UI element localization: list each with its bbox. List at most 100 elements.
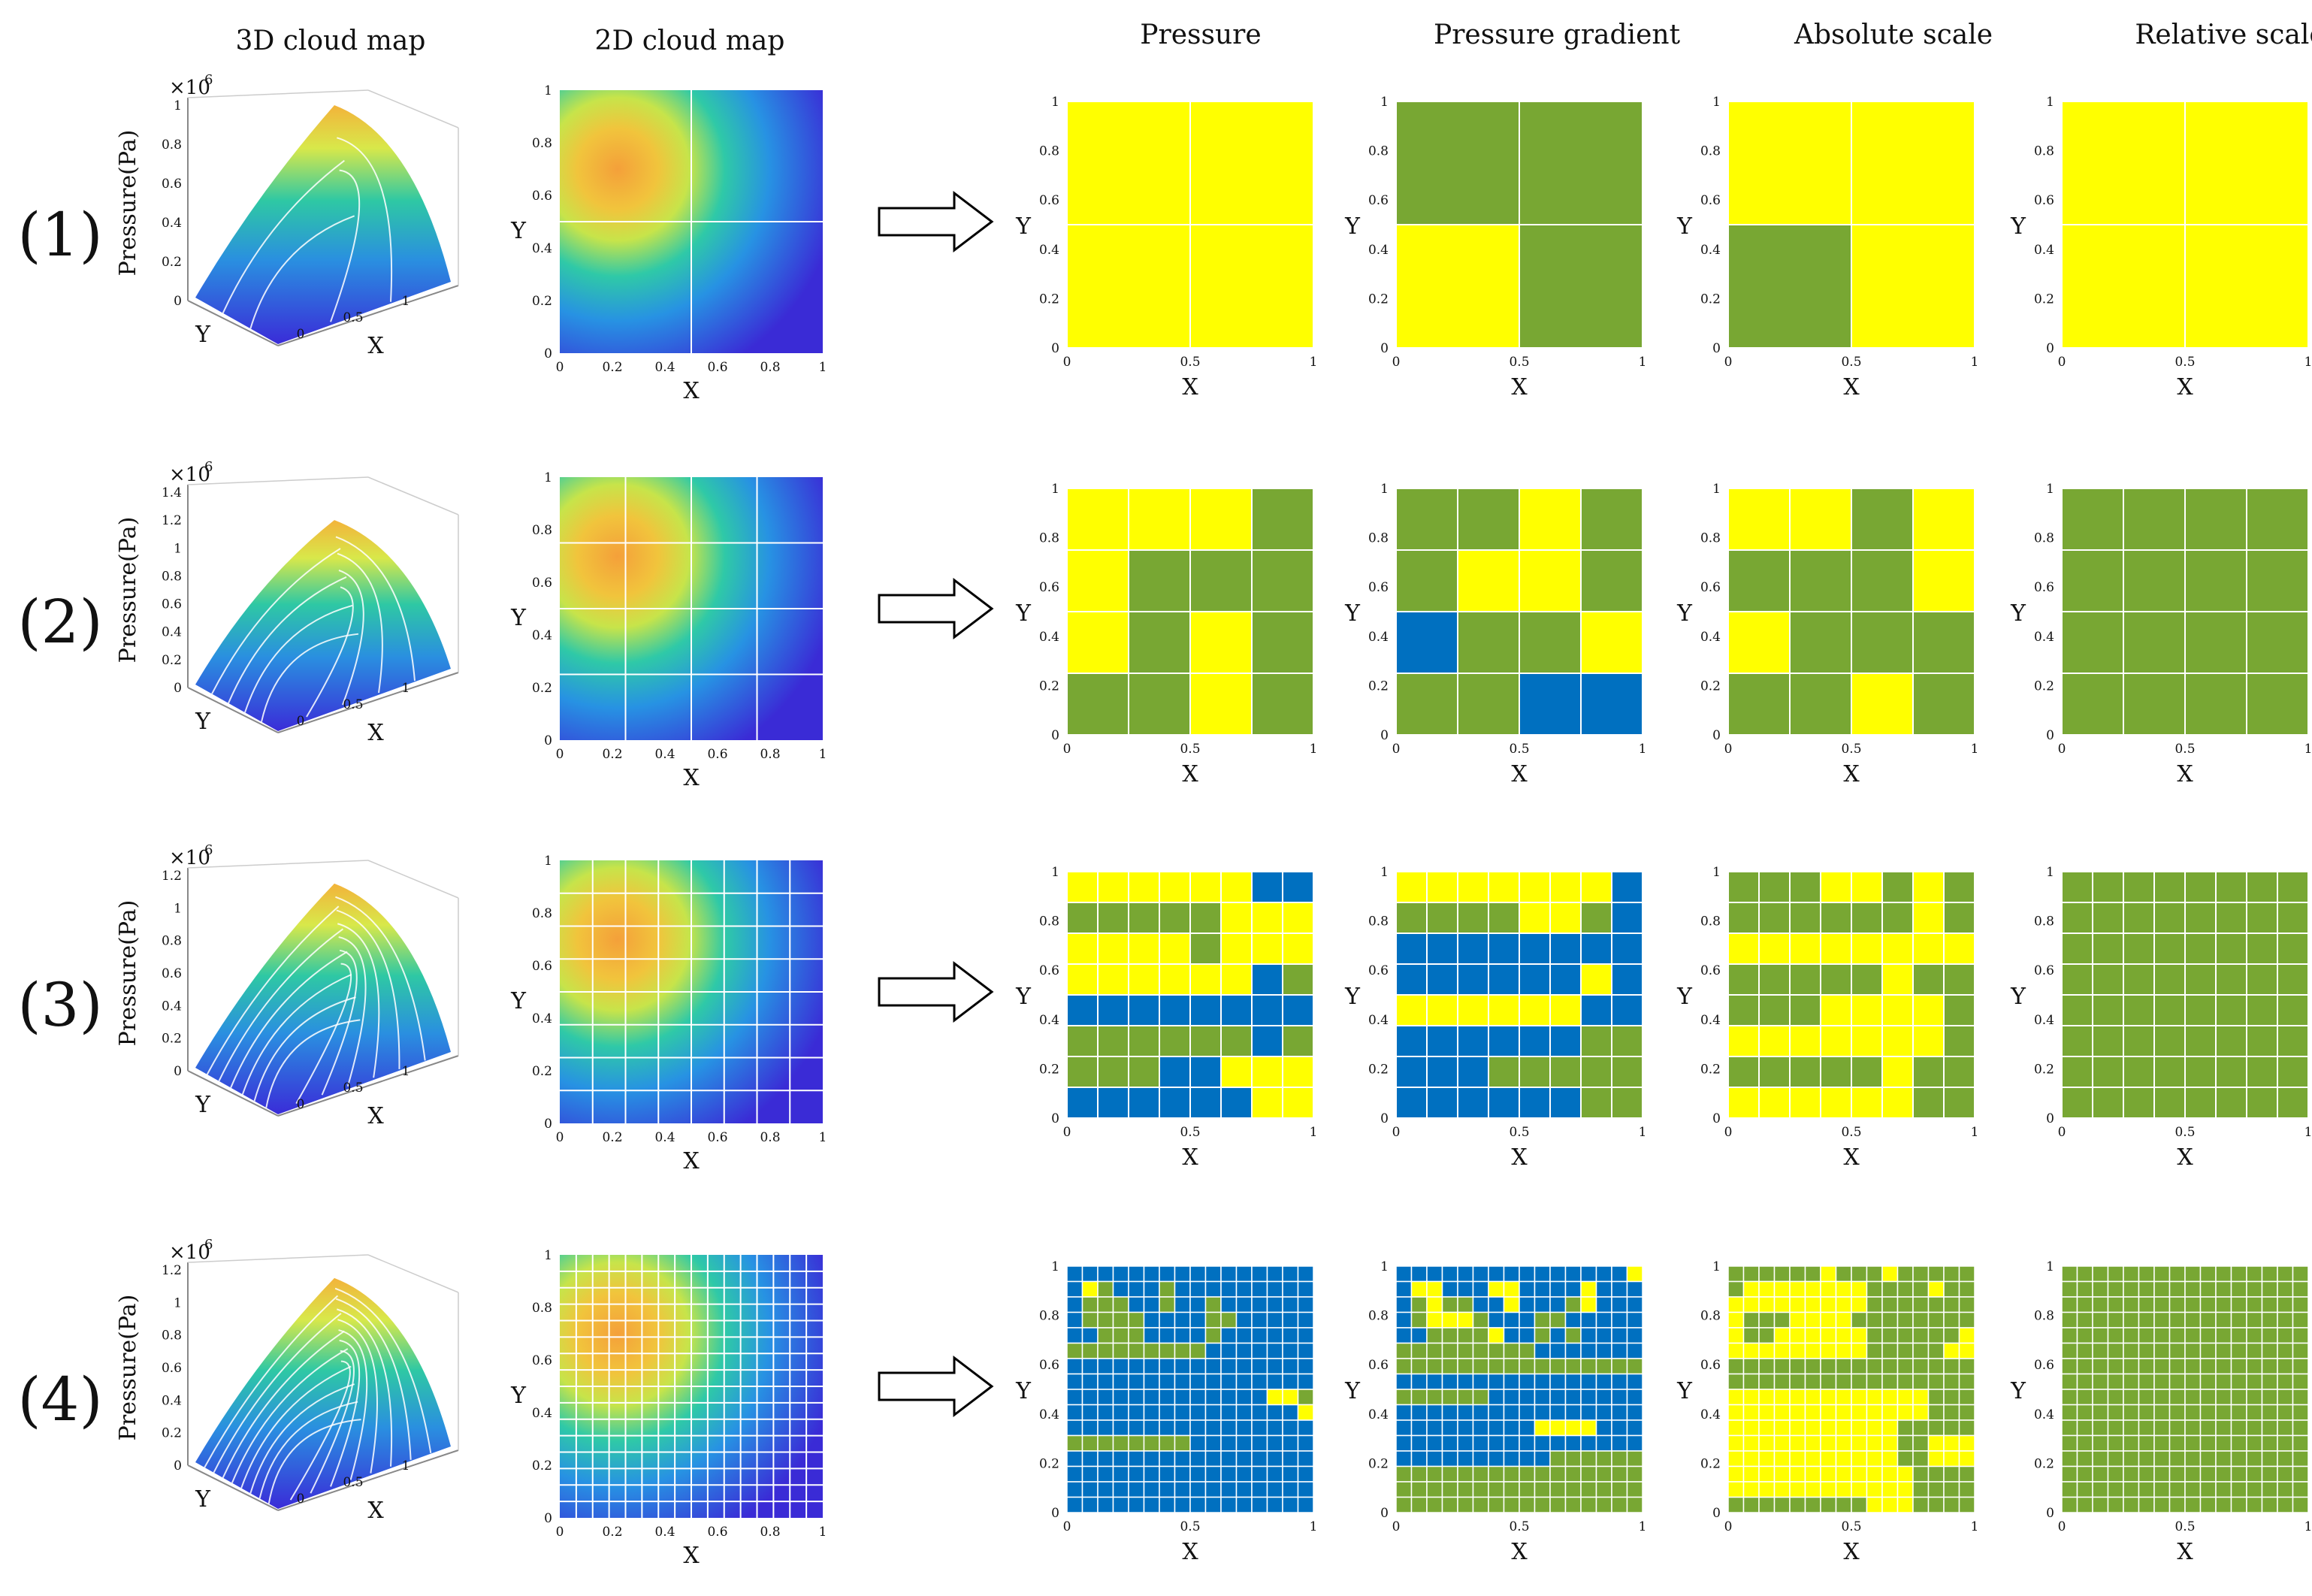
z-axis-title: Pressure(Pa) xyxy=(115,517,141,663)
grid-cell-pressure xyxy=(1066,1496,1083,1513)
grid-cell-pressure xyxy=(1251,1434,1268,1452)
grid-cell-gradient xyxy=(1441,1327,1458,1344)
grid-cell-pressure xyxy=(1128,1389,1145,1406)
grid-y-tick: 0.8 xyxy=(2034,531,2054,546)
map-x-tick: 0.6 xyxy=(707,360,727,375)
grid-cell-absolute xyxy=(1820,1265,1837,1283)
grid-cell-absolute xyxy=(1927,1311,1945,1328)
grid-cell-relative xyxy=(2230,1481,2247,1498)
grid-y-title: Y xyxy=(1676,600,1693,627)
grid-cell-relative xyxy=(2246,1296,2263,1313)
map-x-tick: 0.8 xyxy=(760,1130,780,1145)
grid-cell-relative xyxy=(2277,902,2309,934)
grid-cell-pressure xyxy=(1189,1342,1207,1359)
grid-cell-relative xyxy=(2277,1056,2309,1088)
grid-cell-absolute xyxy=(1773,1311,1791,1328)
grid-cell-relative xyxy=(2277,933,2309,965)
x-axis-line xyxy=(277,1055,459,1117)
grid-cell-gradient xyxy=(1472,1389,1489,1406)
grid-cell-relative xyxy=(2076,1465,2093,1483)
grid-cell-gradient xyxy=(1488,1434,1505,1452)
grid-cell-relative xyxy=(2092,1419,2109,1437)
grid-cell-gradient xyxy=(1580,963,1612,996)
map-x-tick: 1 xyxy=(819,1525,827,1540)
grid-y-tick: 1 xyxy=(2046,865,2054,880)
grid-cell-gradient xyxy=(1457,1311,1474,1328)
grid-cell-relative xyxy=(2061,1450,2078,1468)
grid-cell-relative xyxy=(2153,1056,2186,1088)
grid-cell-gradient xyxy=(1488,1056,1520,1088)
grid-x-tick: 1 xyxy=(1639,742,1647,757)
grid-cell-gradient xyxy=(1595,1311,1612,1328)
grid-cell-absolute xyxy=(1912,1087,1945,1119)
grid-cell-absolute xyxy=(1851,1434,1868,1452)
grid-cell-absolute xyxy=(1896,1296,1914,1313)
grid-cell-absolute xyxy=(1912,1311,1930,1328)
grid-cell-pressure xyxy=(1204,1296,1222,1313)
grid-y-title: Y xyxy=(1015,984,1032,1010)
grid-cell-relative xyxy=(2092,1358,2109,1375)
grid-y-tick: 0 xyxy=(1712,341,1721,356)
grid-cell-absolute xyxy=(1943,1025,1975,1057)
grid-cell-absolute xyxy=(1866,1481,1883,1498)
grid-cell-pressure xyxy=(1189,101,1314,225)
grid-cell-absolute xyxy=(1758,1404,1776,1421)
grid-cell-relative xyxy=(2168,1342,2186,1359)
grid-cell-gradient xyxy=(1580,488,1643,551)
grid-cell-relative xyxy=(2215,963,2247,996)
grid-cell-absolute xyxy=(1820,1327,1837,1344)
grid-cell-pressure xyxy=(1297,1434,1314,1452)
grid-cell-relative xyxy=(2246,1358,2263,1375)
grid-cell-gradient xyxy=(1441,1373,1458,1390)
grid-y-tick: 0.4 xyxy=(1368,630,1389,645)
surface-mesh-line xyxy=(335,896,426,1061)
grid-cell-relative xyxy=(2123,673,2186,736)
grid-cell-relative xyxy=(2061,1373,2078,1390)
grid-cell-gradient xyxy=(1611,963,1643,996)
grid-cell-pressure xyxy=(1189,673,1253,736)
grid-cell-absolute xyxy=(1742,1434,1760,1452)
grid-y-tick: 0.8 xyxy=(1368,144,1389,159)
grid-cell-absolute xyxy=(1789,871,1821,903)
grid-cell-gradient xyxy=(1549,1087,1582,1119)
grid-cell-pressure xyxy=(1189,1327,1207,1344)
grid-cell-pressure xyxy=(1097,902,1129,934)
grid-cell-relative xyxy=(2230,1265,2247,1283)
grid-cell-absolute xyxy=(1866,1327,1883,1344)
grid-cell-gradient xyxy=(1564,1481,1582,1498)
grid-cell-pressure xyxy=(1066,1342,1083,1359)
grid-cell-gradient xyxy=(1488,963,1520,996)
grid-cell-gradient xyxy=(1503,1327,1520,1344)
grid-cell-absolute xyxy=(1896,1373,1914,1390)
grid-cell-pressure xyxy=(1174,1450,1191,1468)
grid-x-title: X xyxy=(1511,761,1528,787)
grid-cell-relative xyxy=(2123,1087,2155,1119)
grid-cell-pressure xyxy=(1297,1481,1314,1498)
grid-cell-relative xyxy=(2292,1389,2309,1406)
box-edge xyxy=(367,860,459,899)
grid-cell-absolute xyxy=(1927,1434,1945,1452)
grid-cell-pressure xyxy=(1189,1358,1207,1375)
grid-y-tick: 1 xyxy=(2046,95,2054,110)
grid-cell-absolute xyxy=(1927,1296,1945,1313)
grid-cell-gradient xyxy=(1472,1296,1489,1313)
grid-cell-gradient xyxy=(1395,673,1458,736)
grid-cell-gradient xyxy=(1488,1481,1505,1498)
grid-cell-pressure xyxy=(1251,1450,1268,1468)
grid-cell-absolute xyxy=(1835,1311,1852,1328)
map-y-tick: 1 xyxy=(544,1248,552,1263)
grid-cell-relative xyxy=(2153,1419,2171,1437)
grid-cell-gradient xyxy=(1595,1434,1612,1452)
grid-y-tick: 0.6 xyxy=(1039,963,1059,978)
grid-cell-gradient xyxy=(1611,1342,1628,1359)
grid-cell-absolute xyxy=(1727,1481,1745,1498)
grid-cell-gradient xyxy=(1626,1280,1643,1298)
grid-cell-absolute xyxy=(1958,1358,1975,1375)
grid-cell-relative xyxy=(2107,1327,2124,1344)
grid-y-tick: 0.8 xyxy=(1039,144,1059,159)
grid-cell-relative xyxy=(2246,1025,2278,1057)
surface-mesh-line xyxy=(338,1329,368,1480)
z-tick-label: 0.2 xyxy=(162,1426,182,1441)
grid-x-tick: 1 xyxy=(1310,1519,1318,1534)
grid-cell-pressure xyxy=(1066,488,1129,551)
